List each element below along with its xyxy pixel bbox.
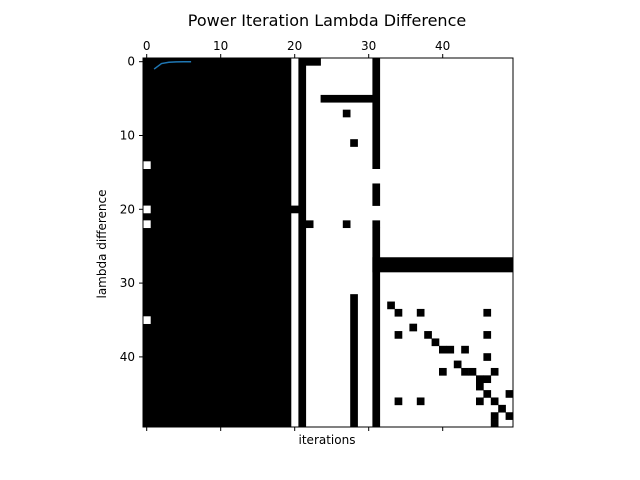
matrix-cell <box>350 139 358 147</box>
matrix-block <box>143 58 292 428</box>
matrix-block <box>372 257 514 273</box>
matrix-cell <box>439 345 447 354</box>
matrix-cell <box>439 367 447 376</box>
matrix-cell <box>483 353 492 361</box>
matrix-cell <box>387 301 395 310</box>
y-tick-label: 10 <box>120 128 135 142</box>
matrix-cell <box>505 412 514 420</box>
matrix-gap <box>143 161 151 169</box>
matrix-block <box>372 183 381 206</box>
matrix-cell <box>416 308 425 317</box>
matrix-block <box>291 205 299 214</box>
x-tick-label: 30 <box>361 39 376 53</box>
matrix-cell <box>372 220 381 229</box>
matrix-cell <box>394 397 403 406</box>
matrix-block <box>298 58 307 428</box>
matrix-cell <box>453 360 462 369</box>
matrix-cell <box>431 338 440 347</box>
plot-area <box>142 57 514 428</box>
matrix-cell <box>483 390 492 398</box>
matrix-cell <box>490 397 499 406</box>
matrix-cell <box>468 367 477 376</box>
matrix-cell <box>409 323 418 332</box>
x-tick-label: 0 <box>143 39 151 53</box>
y-tick-label: 20 <box>120 202 135 216</box>
matrix-cell <box>483 375 492 384</box>
matrix-cell <box>476 397 484 406</box>
matrix-block <box>372 227 381 428</box>
y-tick-label: 0 <box>127 55 135 69</box>
matrix-cell <box>490 412 499 420</box>
x-axis-label: iterations <box>299 433 356 447</box>
matrix-block <box>305 58 321 66</box>
matrix-cell <box>490 419 499 428</box>
matrix-cell <box>476 375 484 384</box>
matrix-cell <box>394 331 403 339</box>
matrix-gap <box>143 205 151 214</box>
y-tick-label: 30 <box>120 276 135 290</box>
matrix-cell <box>461 345 469 354</box>
y-axis-label: lambda difference <box>95 189 109 298</box>
x-tick-label: 40 <box>435 39 450 53</box>
matrix-gap <box>143 220 151 229</box>
x-axis-top: 0 10 20 30 40 <box>143 39 450 431</box>
matrix-block <box>372 58 381 169</box>
matrix-cell <box>416 397 425 406</box>
matrix-cell <box>342 109 351 118</box>
matrix-block <box>350 294 358 428</box>
matrix-cell <box>483 331 492 339</box>
x-tick-label: 20 <box>287 39 302 53</box>
matrix-cell <box>446 345 455 354</box>
y-axis: 0 10 20 30 40 <box>120 55 143 364</box>
matrix-cell <box>342 220 351 229</box>
matrix-cell <box>424 331 432 339</box>
series-line <box>153 60 192 70</box>
matrix-cell <box>394 308 403 317</box>
matrix-cell <box>483 308 492 317</box>
matrix-block <box>320 94 373 103</box>
y-tick-label: 40 <box>120 350 135 364</box>
matrix-cell <box>461 367 469 376</box>
matrix-cell <box>476 382 484 391</box>
matrix-cell <box>490 367 499 376</box>
matrix-cell <box>505 390 514 398</box>
chart-title: Power Iteration Lambda Difference <box>188 11 466 30</box>
x-tick-label: 10 <box>213 39 228 53</box>
plot-frame <box>142 57 514 428</box>
matrix-cell <box>305 220 314 229</box>
matrix-cell <box>498 404 506 413</box>
matrix-gap <box>143 316 151 324</box>
